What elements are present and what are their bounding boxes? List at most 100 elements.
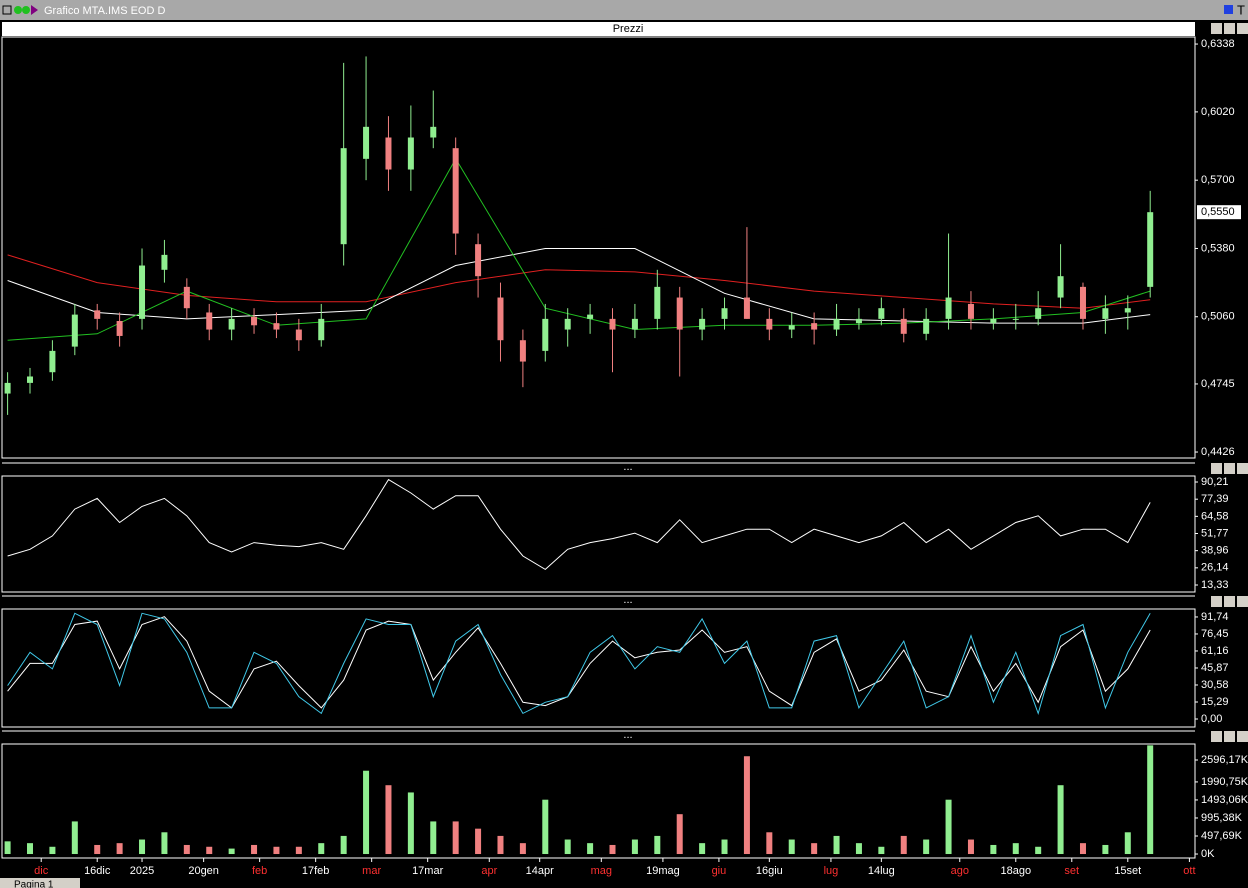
y-tick-label: 0,00: [1201, 713, 1222, 725]
candle-body: [990, 318, 997, 324]
y-tick-label: 38,96: [1201, 545, 1229, 557]
candle-body: [385, 137, 392, 170]
x-tick-label: mag: [591, 865, 612, 877]
y-tick-label: 0,5060: [1201, 311, 1235, 323]
volume-bar: [273, 846, 280, 855]
volume-bar: [990, 844, 997, 855]
x-tick-label: 19mag: [646, 865, 680, 877]
y-tick-label: 497,69K: [1201, 830, 1243, 842]
volume-bar: [1147, 745, 1154, 855]
panel-button[interactable]: [1211, 596, 1222, 607]
menu-icon[interactable]: [2, 5, 12, 15]
window-title: Grafico MTA.IMS EOD D: [44, 5, 165, 17]
tab-label[interactable]: Pagina 1: [14, 880, 54, 888]
volume-bar: [363, 770, 370, 855]
x-tick-label: ago: [951, 865, 969, 877]
x-tick-label: 14apr: [526, 865, 554, 877]
volume-bar: [183, 844, 190, 855]
panel-button[interactable]: [1237, 463, 1248, 474]
x-tick-label: 14lug: [868, 865, 895, 877]
volume-bar: [1035, 846, 1042, 855]
candle-body: [587, 314, 594, 319]
volume-bar: [206, 846, 213, 855]
candle-body: [967, 303, 974, 319]
candle-body: [206, 312, 213, 330]
panel-button[interactable]: [1237, 731, 1248, 742]
volume-bar: [587, 843, 594, 855]
panel-handle: ...: [623, 729, 632, 741]
volume-bar: [855, 843, 862, 855]
panel-header: [2, 22, 1195, 36]
x-tick-label: lug: [824, 865, 839, 877]
tab[interactable]: [0, 878, 80, 888]
volume-bar: [497, 835, 504, 855]
candle-body: [94, 310, 101, 319]
volume-bar: [139, 839, 146, 855]
volume-bar: [161, 832, 168, 855]
volume-bar: [251, 844, 258, 855]
candle-body: [273, 323, 280, 330]
candle-body: [542, 318, 549, 351]
panel-button[interactable]: [1211, 23, 1222, 34]
volume-bar: [295, 846, 302, 855]
y-tick-label: 0,5380: [1201, 242, 1235, 254]
candle-body: [945, 297, 952, 319]
panel-button[interactable]: [1237, 596, 1248, 607]
candle-body: [497, 297, 504, 341]
y-tick-label: 0K: [1201, 848, 1215, 860]
candle-body: [116, 321, 123, 336]
y-tick-label: 15,29: [1201, 696, 1229, 708]
candle-body: [788, 325, 795, 330]
indicator-line: [7, 478, 1151, 571]
last-price-box: [1197, 205, 1241, 220]
candle-body: [139, 265, 146, 319]
panel-button[interactable]: [1237, 23, 1248, 34]
volume-bar: [743, 756, 750, 855]
x-tick-label: giu: [712, 865, 727, 877]
candle-body: [27, 376, 34, 383]
panel-button[interactable]: [1211, 731, 1222, 742]
plot-frame: [1, 743, 1196, 859]
volume-bar: [1124, 832, 1131, 855]
x-tick-label: apr: [481, 865, 497, 877]
candle-body: [699, 318, 706, 330]
title-bar: [0, 0, 1248, 20]
candle-body: [452, 148, 459, 234]
play-icon[interactable]: [31, 5, 38, 15]
volume-bar: [811, 843, 818, 855]
volume-bar: [542, 799, 549, 855]
x-tick-label: ott: [1183, 865, 1195, 877]
volume-bar: [609, 844, 616, 855]
x-tick-label: 15set: [1114, 865, 1141, 877]
volume-bar: [94, 844, 101, 855]
panel-handle: ...: [623, 594, 632, 606]
candle-body: [340, 148, 347, 245]
last-price-label: 0,5550: [1201, 206, 1235, 218]
volume-bar: [721, 839, 728, 855]
panel-title: Prezzi: [613, 23, 644, 35]
panel-button[interactable]: [1224, 731, 1235, 742]
indicator-line: [7, 616, 1151, 709]
panel-button[interactable]: [1211, 463, 1222, 474]
candle-body: [609, 318, 616, 330]
y-tick-label: 45,87: [1201, 662, 1229, 674]
panel-button[interactable]: [1224, 596, 1235, 607]
candle-body: [1035, 308, 1042, 319]
volume-bar: [631, 839, 638, 855]
volume-bar: [564, 839, 571, 855]
panel-handle: ...: [623, 461, 632, 473]
window-icon[interactable]: [1224, 5, 1233, 14]
panel-button[interactable]: [1224, 23, 1235, 34]
volume-bar: [475, 828, 482, 855]
candle-body: [743, 297, 750, 319]
corner-label[interactable]: T: [1237, 2, 1245, 17]
candle-body: [900, 318, 907, 334]
candle-body: [855, 318, 862, 324]
candle-body: [721, 308, 728, 319]
y-tick-label: 0,4426: [1201, 446, 1235, 458]
panel-button[interactable]: [1224, 463, 1235, 474]
candle-body: [71, 314, 78, 347]
volume-bar: [699, 843, 706, 855]
